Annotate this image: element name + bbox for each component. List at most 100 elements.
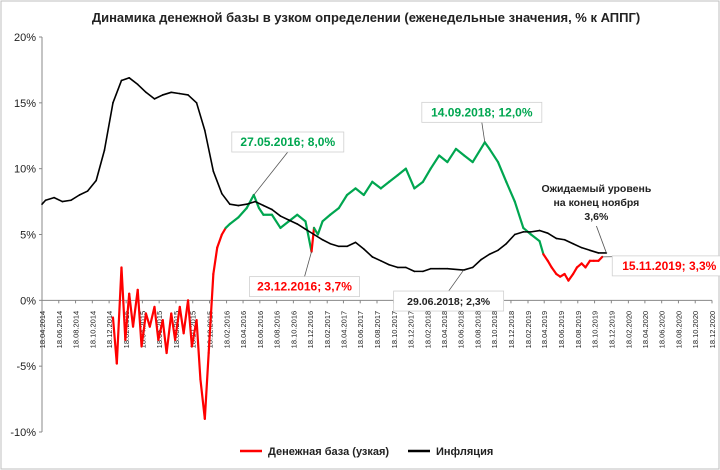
x-tick-label: 18.10.2016	[289, 311, 298, 349]
annotation-label: на конец ноября	[553, 197, 639, 209]
annotation: 14.09.2018; 12,0%	[421, 101, 543, 143]
series-segment	[337, 193, 349, 210]
annotation: 29.06.2018; 2,3%	[393, 269, 505, 312]
series-segment	[153, 94, 164, 100]
series-segment	[61, 199, 72, 203]
series-segment	[321, 213, 332, 223]
series-segment	[178, 305, 185, 335]
series-segment	[174, 305, 181, 341]
series-segment	[136, 83, 147, 94]
series-segment	[136, 288, 143, 348]
series-segment	[207, 272, 215, 355]
series-segment	[120, 77, 130, 82]
series-segment	[563, 238, 574, 245]
annotation-label: Ожидаемый уровень	[541, 183, 651, 195]
series-segment	[488, 249, 499, 256]
annotation-leader	[596, 225, 607, 254]
x-tick-label: 18.10.2017	[390, 311, 399, 349]
series-segment	[313, 233, 324, 241]
series-segment	[371, 256, 382, 262]
series-segment	[572, 266, 579, 276]
x-tick-label: 18.04.2017	[339, 311, 348, 349]
annotation-label: 3,6%	[584, 211, 609, 223]
annotation: Ожидаемый уровень на конец ноября 3,6%	[536, 177, 657, 254]
annotation: 23.12.2016; 3,7%	[249, 251, 360, 298]
series-segment	[362, 248, 374, 258]
x-tick-label: 18.12.2020	[708, 311, 717, 349]
series-segment	[199, 378, 206, 420]
series-segment	[245, 200, 256, 206]
series-segment	[257, 207, 265, 216]
series-segment	[388, 174, 399, 183]
series-segment	[329, 207, 340, 216]
series-segment	[86, 179, 97, 192]
x-tick-label: 18.06.2014	[55, 311, 64, 349]
series-segment	[346, 241, 357, 248]
x-tick-label: 18.06.2020	[658, 311, 667, 349]
x-tick-label: 18.06.2016	[256, 311, 265, 349]
series-segment	[245, 193, 255, 210]
series-segment	[345, 187, 357, 197]
series-segment	[220, 226, 227, 236]
series-segment	[422, 267, 432, 273]
series-segment	[161, 318, 168, 355]
series-segment	[279, 220, 290, 230]
series-segment	[124, 292, 131, 341]
series-segment	[321, 238, 332, 245]
x-tick-label: 18.10.2020	[691, 311, 700, 349]
series-segment	[120, 266, 127, 341]
series-segment	[186, 299, 193, 348]
x-tick-label: 18.12.2018	[507, 311, 516, 349]
legend: Денежная база (узкая) Инфляция	[240, 446, 493, 458]
annotation-label: 14.09.2018; 12,0%	[431, 105, 533, 119]
annotation: 15.11.2019; 3,3%	[602, 255, 720, 277]
annotation-box	[536, 177, 657, 226]
series-segment	[429, 154, 441, 170]
series-segment	[505, 180, 516, 203]
series-segment	[354, 187, 365, 197]
series-segment	[462, 266, 474, 271]
series-segment	[153, 305, 160, 341]
legend-label: Денежная база (узкая)	[268, 446, 389, 458]
series-segment	[296, 223, 307, 231]
series-segment	[405, 266, 416, 273]
annotation-leader	[304, 251, 312, 277]
series-segment	[505, 233, 516, 245]
annotation: 27.05.2016; 8,0%	[231, 131, 345, 196]
x-tick-label: 18.08.2019	[574, 311, 583, 349]
series-segment	[44, 196, 55, 202]
x-tick-label: 18.08.2017	[373, 311, 382, 349]
x-tick-label: 18.08.2014	[72, 311, 81, 349]
x-tick-label: 18.02.2019	[524, 311, 533, 349]
x-tick-label: 18.10.2015	[189, 311, 198, 349]
series-segment	[438, 154, 449, 164]
x-tick-label: 18.08.2020	[674, 311, 683, 349]
annotation-leader	[481, 122, 486, 143]
series-segment	[550, 266, 558, 276]
series-segment	[195, 318, 202, 381]
series-segment	[279, 215, 290, 221]
series-segment	[70, 194, 81, 202]
series-segment	[483, 141, 491, 151]
x-tick-label: 18.12.2016	[306, 311, 315, 349]
annotation-box	[231, 131, 345, 153]
x-tick-label: 18.02.2016	[223, 311, 232, 349]
series-segment	[95, 149, 106, 182]
axes: 20% 15% 10% 5% 0% -5% -10% 18.04.2014 18.06.2014…	[10, 32, 717, 439]
x-tick-label: 18.12.2014	[105, 311, 114, 349]
series-segment	[131, 288, 139, 328]
series-segment	[597, 255, 604, 262]
x-tick-label: 18.06.2018	[457, 311, 466, 349]
series-segment	[170, 91, 181, 95]
annotation-label: 27.05.2016; 8,0%	[240, 135, 335, 149]
series-segment	[538, 229, 549, 234]
x-tick-label: 18.04.2018	[440, 311, 449, 349]
annotation-leader	[448, 269, 464, 292]
series-segment	[115, 266, 123, 365]
series-segment	[584, 259, 591, 269]
series-segment	[170, 312, 177, 341]
series-segment	[53, 196, 64, 203]
series-segment	[513, 231, 525, 236]
series-segment	[182, 299, 190, 335]
